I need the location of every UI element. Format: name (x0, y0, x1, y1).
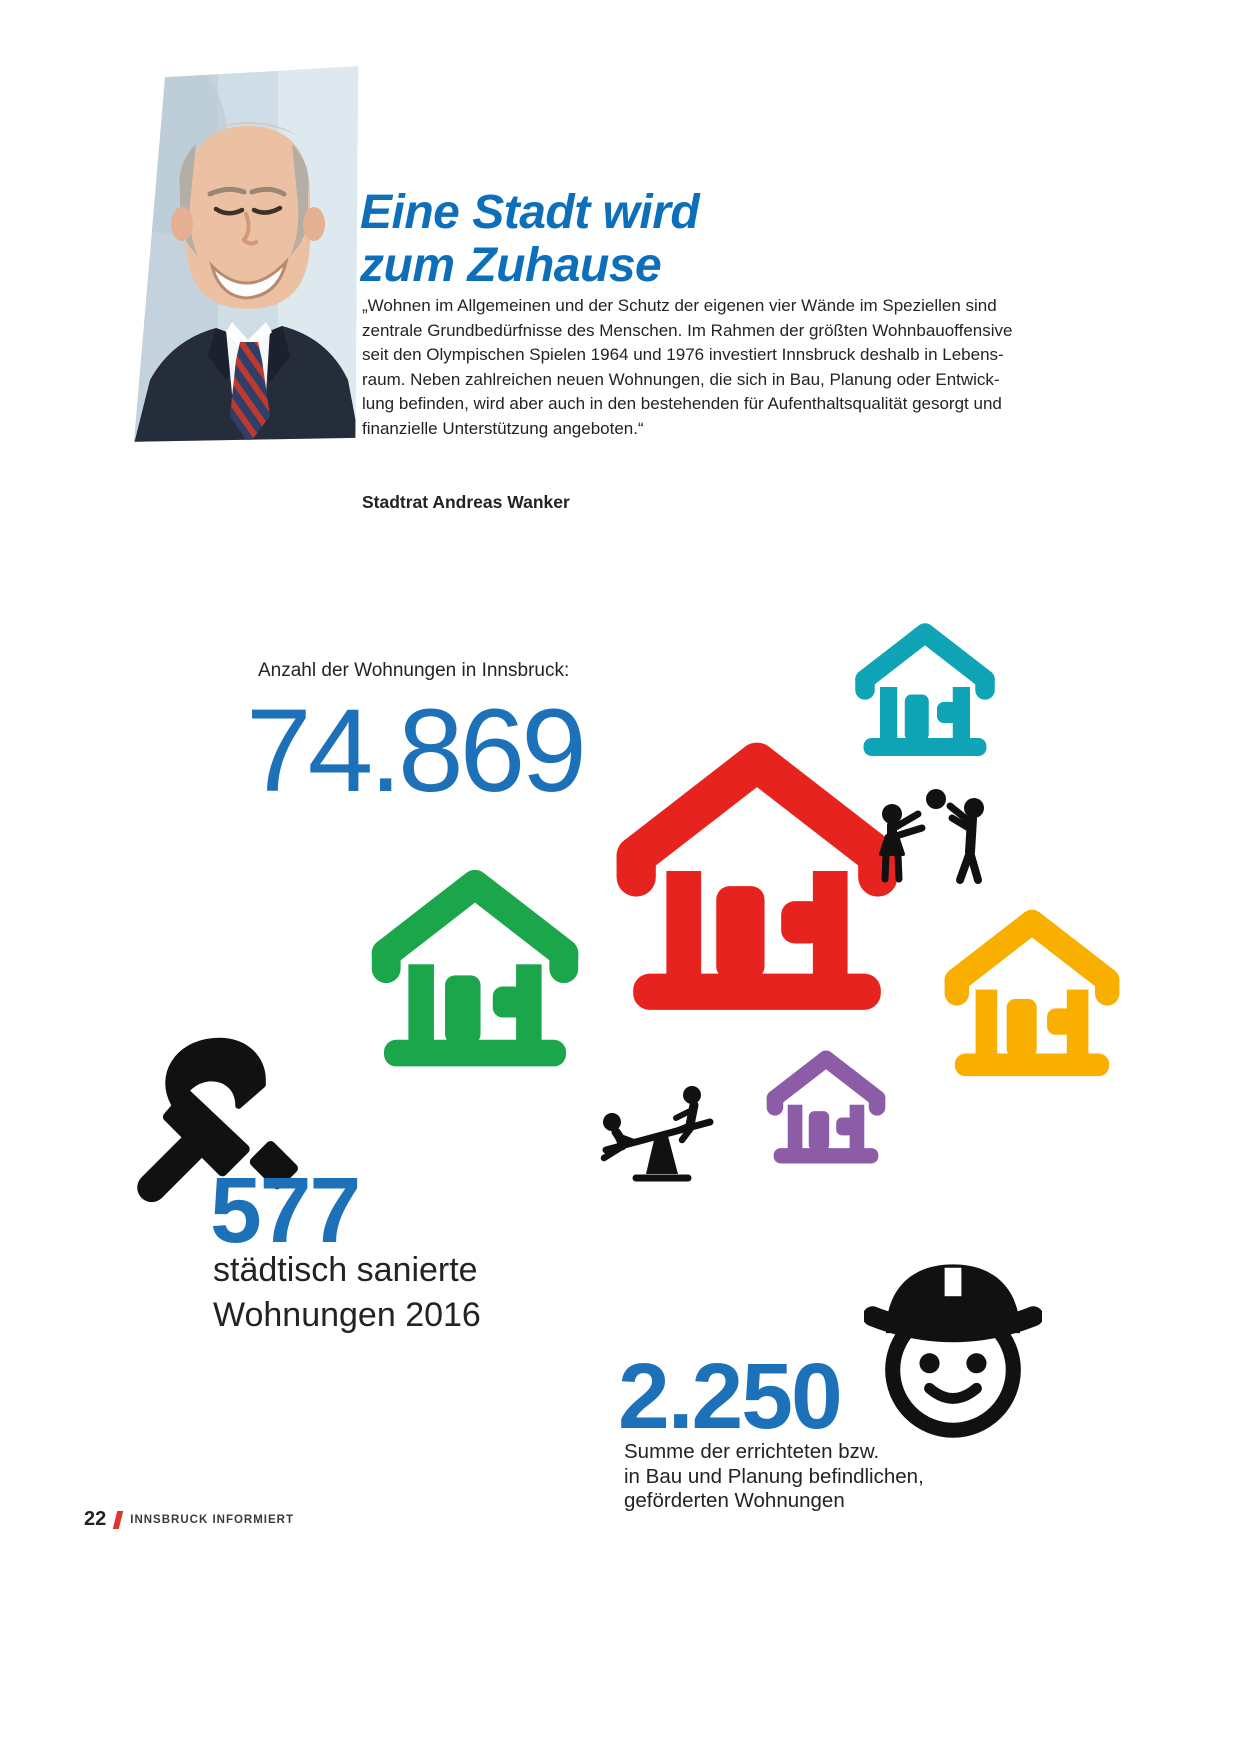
page-title-line2: zum Zuhause (360, 239, 662, 292)
page-title: Eine Stadt wird zum Zuhause (360, 186, 700, 292)
construction-worker-icon (864, 1256, 1042, 1447)
funded-dwellings-label: Summe der errichteten bzw. in Bau und Pl… (624, 1440, 924, 1514)
quote-author: Stadtrat Andreas Wanker (362, 492, 570, 512)
portrait-photo (134, 66, 359, 442)
funded-label-line: geförderten Wohnungen (624, 1489, 845, 1512)
total-dwellings-value: 74.869 (246, 685, 587, 817)
quote-line: seit den Olympischen Spielen 1964 und 19… (362, 345, 1004, 365)
page-number: 22 (84, 1508, 107, 1530)
funded-label-line: in Bau und Planung befindlichen, (624, 1464, 924, 1488)
page-title-line1: Eine Stadt wird (360, 186, 700, 239)
total-dwellings-label: Anzahl der Wohnungen in Innsbruck: (258, 660, 570, 681)
quote-line: zentrale Grundbedürfnisse des Menschen. … (362, 320, 1013, 340)
footer-red-mark (113, 1510, 124, 1529)
renovated-dwellings-label: städtisch sanierte Wohnungen 2016 (213, 1248, 481, 1338)
renovated-label-line: städtisch sanierte (213, 1251, 478, 1289)
children-on-seesaw-icon (592, 1082, 724, 1186)
renovated-dwellings-value: 577 (210, 1158, 361, 1262)
quote-line: „Wohnen im Allgemeinen und der Schutz de… (362, 296, 997, 315)
quote-line: raum. Neben zahlreichen neuen Wohnungen,… (362, 369, 1000, 389)
quote-text: „Wohnen im Allgemeinen und der Schutz de… (362, 294, 1012, 442)
quote-line: lung befinden, wird aber auch in den bes… (362, 394, 1002, 414)
page-footer: 22 INNSBRUCK INFORMIERT (84, 1508, 294, 1531)
funded-label-line: Summe der errichteten bzw. (624, 1440, 880, 1463)
quote-line: finanzielle Unterstützung angeboten.“ (362, 418, 644, 438)
magazine-name: INNSBRUCK INFORMIERT (130, 1513, 294, 1526)
red-house-icon (606, 732, 908, 1016)
purple-house-icon (762, 1046, 890, 1166)
people-playing-ball-icon (866, 784, 1000, 908)
portrait-illustration (134, 66, 359, 442)
renovated-label-line: Wohnungen 2016 (213, 1296, 481, 1334)
hammer-icon (126, 1030, 306, 1207)
funded-dwellings-value: 2.250 (618, 1344, 843, 1448)
orange-house-icon (938, 903, 1126, 1080)
green-house-icon (364, 862, 586, 1071)
